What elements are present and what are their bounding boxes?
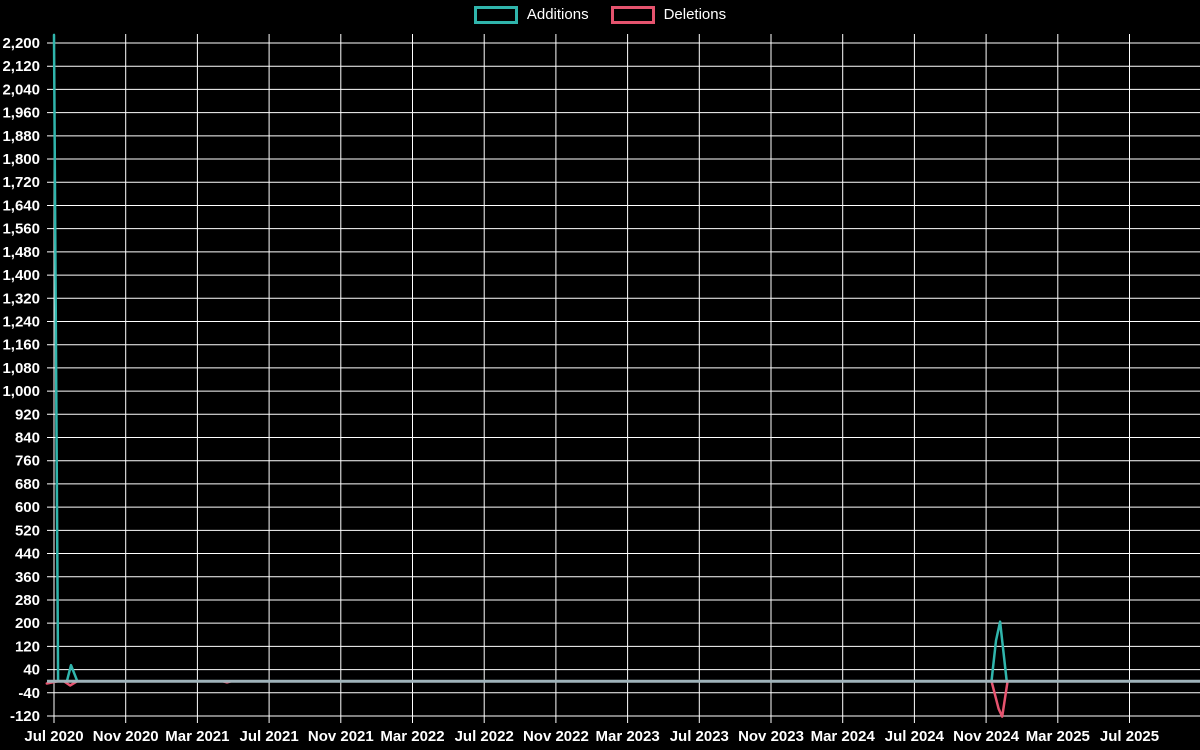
x-tick-label: Nov 2024 xyxy=(953,728,1020,745)
y-tick-label: 760 xyxy=(15,453,40,470)
x-tick-label: Jul 2020 xyxy=(24,728,83,745)
y-tick-label: 1,240 xyxy=(2,313,40,330)
legend-item-deletions[interactable]: Deletions xyxy=(610,6,727,24)
y-tick-label: 440 xyxy=(15,546,40,563)
y-tick-label: 1,000 xyxy=(2,383,40,400)
x-tick-label: Jul 2022 xyxy=(455,728,514,745)
legend-item-additions[interactable]: Additions xyxy=(473,6,589,24)
x-tick-label: Mar 2022 xyxy=(380,728,444,745)
y-tick-label: 1,480 xyxy=(2,244,40,261)
x-tick-label: Nov 2021 xyxy=(308,728,374,745)
y-tick-label: 1,720 xyxy=(2,174,40,191)
additions-legend-label: Additions xyxy=(526,6,589,23)
y-tick-label: 2,120 xyxy=(2,58,40,75)
y-tick-label: 1,400 xyxy=(2,267,40,284)
x-tick-label: Jul 2024 xyxy=(885,728,945,745)
y-tick-label: 200 xyxy=(15,615,40,632)
y-tick-label: 360 xyxy=(15,569,40,586)
x-tick-label: Mar 2021 xyxy=(165,728,229,745)
x-tick-label: Mar 2025 xyxy=(1026,728,1090,745)
y-tick-label: 280 xyxy=(15,592,40,609)
x-tick-label: Jul 2021 xyxy=(239,728,298,745)
y-tick-label: 600 xyxy=(15,499,40,516)
y-tick-label: 40 xyxy=(23,662,40,679)
y-tick-label: 1,320 xyxy=(2,290,40,307)
y-tick-label: 1,800 xyxy=(2,151,40,168)
additions-legend-swatch xyxy=(473,6,518,24)
series-line-deletions xyxy=(45,679,1200,718)
x-tick-label: Mar 2023 xyxy=(595,728,659,745)
y-tick-label: 680 xyxy=(15,476,40,493)
deletions-legend-label: Deletions xyxy=(663,6,727,23)
y-tick-label: -40 xyxy=(18,685,40,702)
y-tick-label: 1,160 xyxy=(2,337,40,354)
x-tick-label: Jul 2023 xyxy=(670,728,729,745)
series-line-additions xyxy=(52,33,1200,683)
y-tick-label: 1,880 xyxy=(2,128,40,145)
y-tick-label: -120 xyxy=(10,708,40,725)
x-tick-label: Nov 2023 xyxy=(738,728,804,745)
y-tick-label: 520 xyxy=(15,522,40,539)
y-tick-label: 2,040 xyxy=(2,81,40,98)
x-tick-label: Nov 2022 xyxy=(523,728,589,745)
deletions-legend-swatch xyxy=(610,6,655,24)
chart-legend: Additions Deletions xyxy=(0,6,1200,24)
y-tick-label: 1,640 xyxy=(2,197,40,214)
x-tick-label: Mar 2024 xyxy=(811,728,876,745)
y-tick-label: 840 xyxy=(15,430,40,447)
x-tick-label: Nov 2020 xyxy=(93,728,159,745)
y-tick-label: 1,560 xyxy=(2,221,40,238)
y-tick-label: 2,200 xyxy=(2,35,40,52)
y-tick-label: 920 xyxy=(15,406,40,423)
x-tick-label: Jul 2025 xyxy=(1100,728,1159,745)
y-tick-label: 120 xyxy=(15,638,40,655)
y-tick-label: 1,960 xyxy=(2,105,40,122)
y-tick-label: 1,080 xyxy=(2,360,40,377)
